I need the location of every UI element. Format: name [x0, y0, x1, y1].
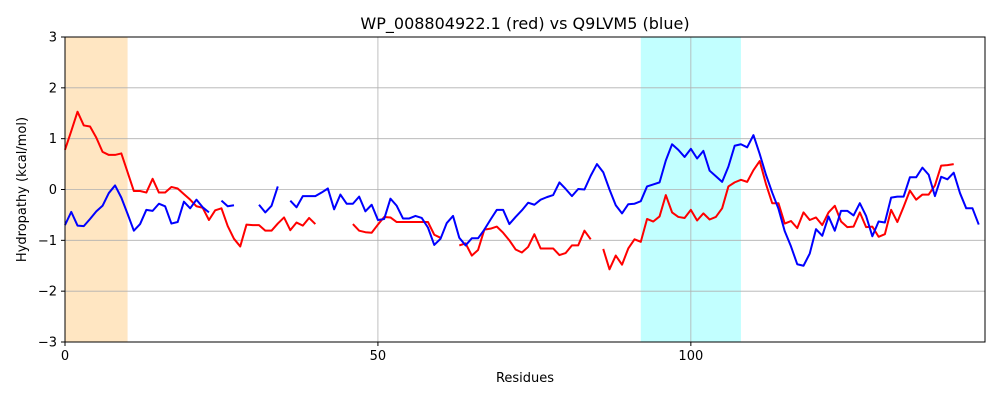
series-1-line-segment	[602, 160, 954, 271]
x-tick-label: 50	[370, 349, 387, 364]
x-tick-label: 100	[678, 349, 703, 364]
series-2-line-segment	[64, 184, 210, 232]
series-2-line-segment	[289, 134, 980, 267]
series-1-line-segment	[64, 110, 317, 248]
y-tick-label: 0	[49, 183, 57, 198]
y-tick-label: 3	[49, 31, 57, 46]
x-axis-label: Residues	[496, 371, 554, 386]
series-2-line-segment	[220, 199, 235, 208]
series-lines	[64, 110, 980, 271]
series-1-line-segment	[352, 215, 441, 239]
y-tick-label: −3	[38, 336, 57, 351]
series-1-line-segment	[458, 225, 592, 257]
y-tick-label: −1	[38, 234, 57, 249]
y-tick-label: 1	[49, 132, 57, 147]
series-2-line-segment	[258, 186, 279, 214]
y-tick-label: −2	[38, 285, 57, 300]
y-axis-label: Hydropathy (kcal/mol)	[15, 117, 30, 262]
x-tick-label: 0	[61, 349, 69, 364]
chart-title: WP_008804922.1 (red) vs Q9LVM5 (blue)	[360, 14, 689, 34]
axis-ticks: 0 50 100 −3 −2 −1 0 1 2 3	[38, 31, 703, 365]
y-tick-label: 2	[49, 81, 57, 96]
